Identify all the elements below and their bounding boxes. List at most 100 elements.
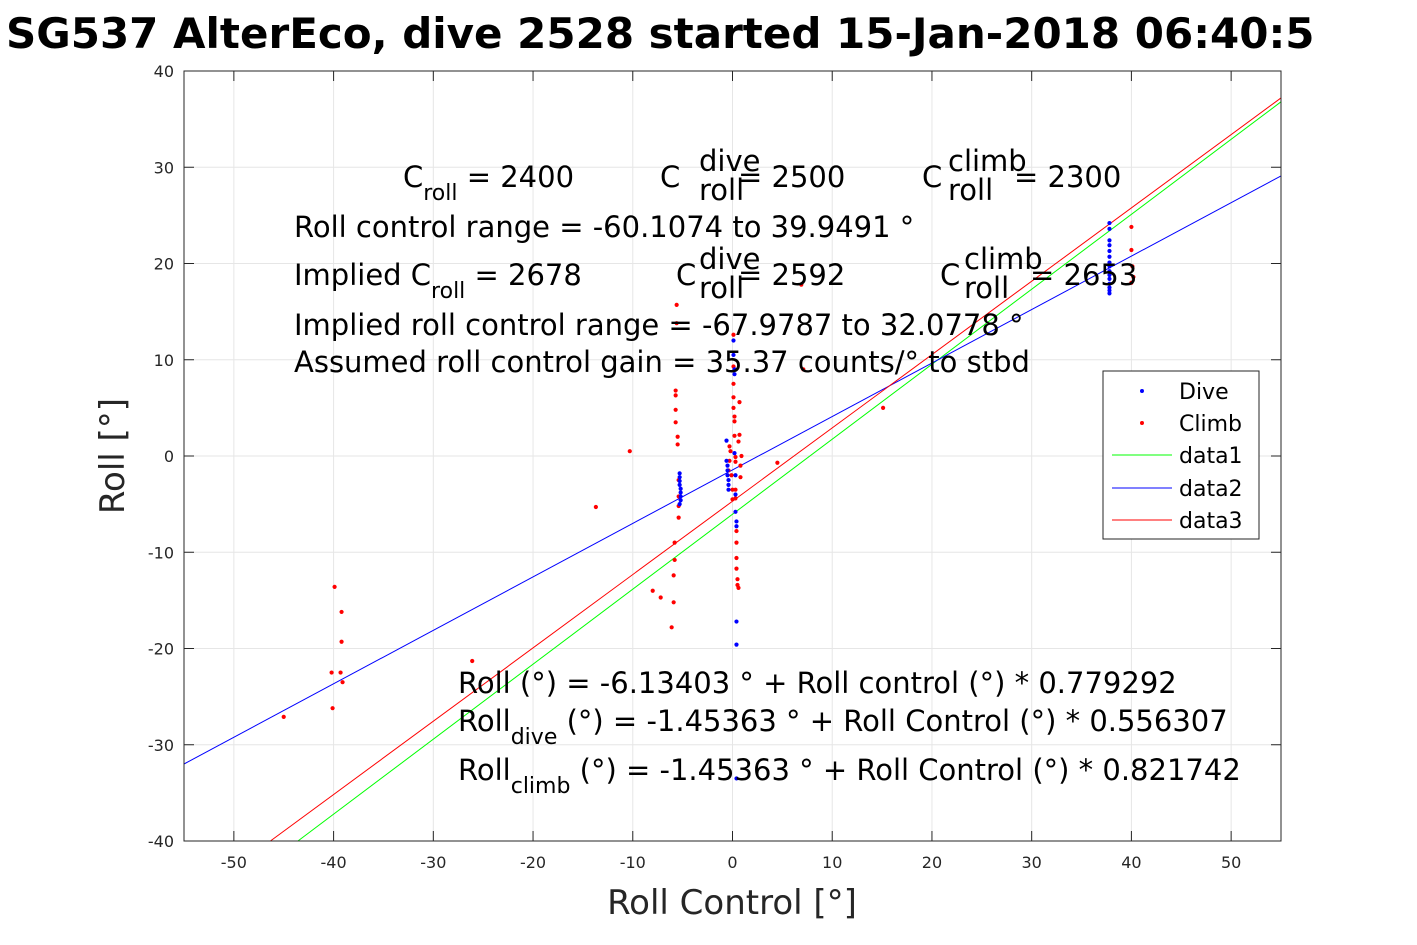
data-point-dive <box>1107 276 1112 281</box>
data-point-dive <box>726 482 731 487</box>
data-point-dive <box>725 468 730 473</box>
annotation-implied-range: Implied roll control range = -67.9787 to… <box>294 308 1024 342</box>
x-tick-label: 40 <box>1121 853 1141 872</box>
data-point-dive <box>1107 238 1112 243</box>
data-point-climb <box>728 449 733 454</box>
data-point-climb <box>671 573 676 578</box>
data-point-climb <box>801 367 806 372</box>
data-point-climb <box>672 557 677 563</box>
data-point-climb <box>727 458 732 463</box>
data-point-climb <box>340 680 345 685</box>
data-point-climb <box>880 405 886 410</box>
data-point-dive <box>734 524 739 529</box>
data-point-dive <box>1107 248 1112 254</box>
legend-marker-dive <box>1140 389 1144 393</box>
y-tick-label: 40 <box>154 62 174 81</box>
svg-text:= 2300: = 2300 <box>1014 160 1121 194</box>
x-tick-label: -10 <box>620 853 646 872</box>
data-point-dive <box>1107 260 1112 265</box>
data-point-climb <box>330 706 335 711</box>
data-point-climb <box>1129 280 1134 285</box>
data-point-climb <box>627 449 632 454</box>
data-point-dive <box>731 338 736 343</box>
legend-label-climb: Climb <box>1179 412 1242 437</box>
svg-text:C: C <box>676 258 696 292</box>
data-point-dive <box>1107 281 1112 286</box>
x-tick-label: 0 <box>727 853 737 872</box>
x-tick-label: -40 <box>321 853 347 872</box>
data-point-climb <box>731 381 736 386</box>
data-point-dive <box>677 475 682 480</box>
data-points <box>281 220 1136 781</box>
data-point-climb <box>675 434 680 439</box>
data-point-climb <box>672 540 677 545</box>
svg-text:roll: roll <box>964 271 1009 305</box>
y-tick-label: 20 <box>154 255 174 274</box>
y-tick-label: -10 <box>148 543 174 562</box>
svg-text:climb: climb <box>948 144 1027 178</box>
y-tick-label: 10 <box>154 351 174 370</box>
data-point-climb <box>729 473 734 478</box>
data-point-dive <box>733 509 738 514</box>
legend-label-data2: data2 <box>1179 477 1243 502</box>
data-point-climb <box>731 332 736 337</box>
data-point-dive <box>732 367 737 372</box>
data-point-dive <box>731 352 736 358</box>
data-point-dive <box>726 487 731 492</box>
data-point-climb <box>675 442 680 447</box>
data-point-dive <box>725 463 730 468</box>
data-point-dive <box>724 458 729 463</box>
data-point-dive <box>678 490 683 495</box>
x-axis-label: Roll Control [°] <box>607 883 857 923</box>
data-point-climb <box>738 475 743 480</box>
data-point-dive <box>1107 264 1112 269</box>
annotation-c-roll-climb: C climb roll = 2300 <box>922 144 1121 207</box>
axis-ticks: -50 -40 -30 -20 -10 0 10 20 30 40 50 -40 -30 -20 -10 0 1… <box>148 62 1281 872</box>
data-point-dive <box>1107 220 1112 226</box>
legend-label-dive: Dive <box>1179 380 1229 405</box>
data-point-dive <box>734 642 739 647</box>
annotation-roll-control-range: Roll control range = -60.1074 to 39.9491… <box>294 210 914 244</box>
data-point-dive <box>678 498 683 503</box>
annotation-fit-climb: Rollclimb (°) = -1.45363 ° + Roll Contro… <box>458 753 1241 799</box>
data-point-climb <box>332 584 337 590</box>
data-point-climb <box>593 504 598 510</box>
data-point-climb <box>339 639 344 644</box>
data-point-climb <box>1130 264 1135 269</box>
data-point-climb <box>731 395 736 400</box>
y-tick-label: 0 <box>164 447 174 466</box>
data-point-climb <box>734 555 739 561</box>
annotation-c-roll: Croll = 2400 <box>403 160 574 206</box>
legend-label-data3: data3 <box>1179 509 1243 534</box>
data-point-climb <box>673 407 678 412</box>
annotation-implied-c-roll-climb: C climb roll = 2653 <box>940 242 1137 305</box>
data-point-dive <box>677 482 682 487</box>
data-point-dive <box>726 477 731 483</box>
data-point-climb <box>732 419 737 424</box>
data-point-climb <box>738 463 743 468</box>
data-point-dive <box>1107 254 1112 259</box>
data-point-dive <box>724 438 729 443</box>
data-point-climb <box>733 454 738 460</box>
x-tick-label: 10 <box>822 853 842 872</box>
svg-text:dive: dive <box>699 242 760 276</box>
data-point-dive <box>1107 243 1112 248</box>
chart-title: SG537 AlterEco, dive 2528 started 15-Jan… <box>6 9 1314 58</box>
data-point-dive <box>678 486 683 491</box>
data-point-climb <box>650 588 655 593</box>
x-tick-label: 20 <box>922 853 942 872</box>
data-point-dive <box>734 519 739 524</box>
legend-label-data1: data1 <box>1179 444 1243 469</box>
annotation-fit-all: Roll (°) = -6.13403 ° + Roll control (°)… <box>458 666 1177 700</box>
data-point-climb <box>339 609 344 615</box>
data-point-climb <box>775 460 780 465</box>
data-point-climb <box>1129 247 1134 253</box>
annotation-c-roll-dive: C dive roll = 2500 <box>660 144 845 207</box>
data-point-dive <box>678 494 683 499</box>
data-point-climb <box>674 302 679 307</box>
series-line-data2 <box>183 175 1282 765</box>
data-point-climb <box>736 585 741 590</box>
data-point-climb <box>658 595 663 600</box>
data-point-climb <box>673 388 678 393</box>
data-point-dive <box>733 473 738 478</box>
